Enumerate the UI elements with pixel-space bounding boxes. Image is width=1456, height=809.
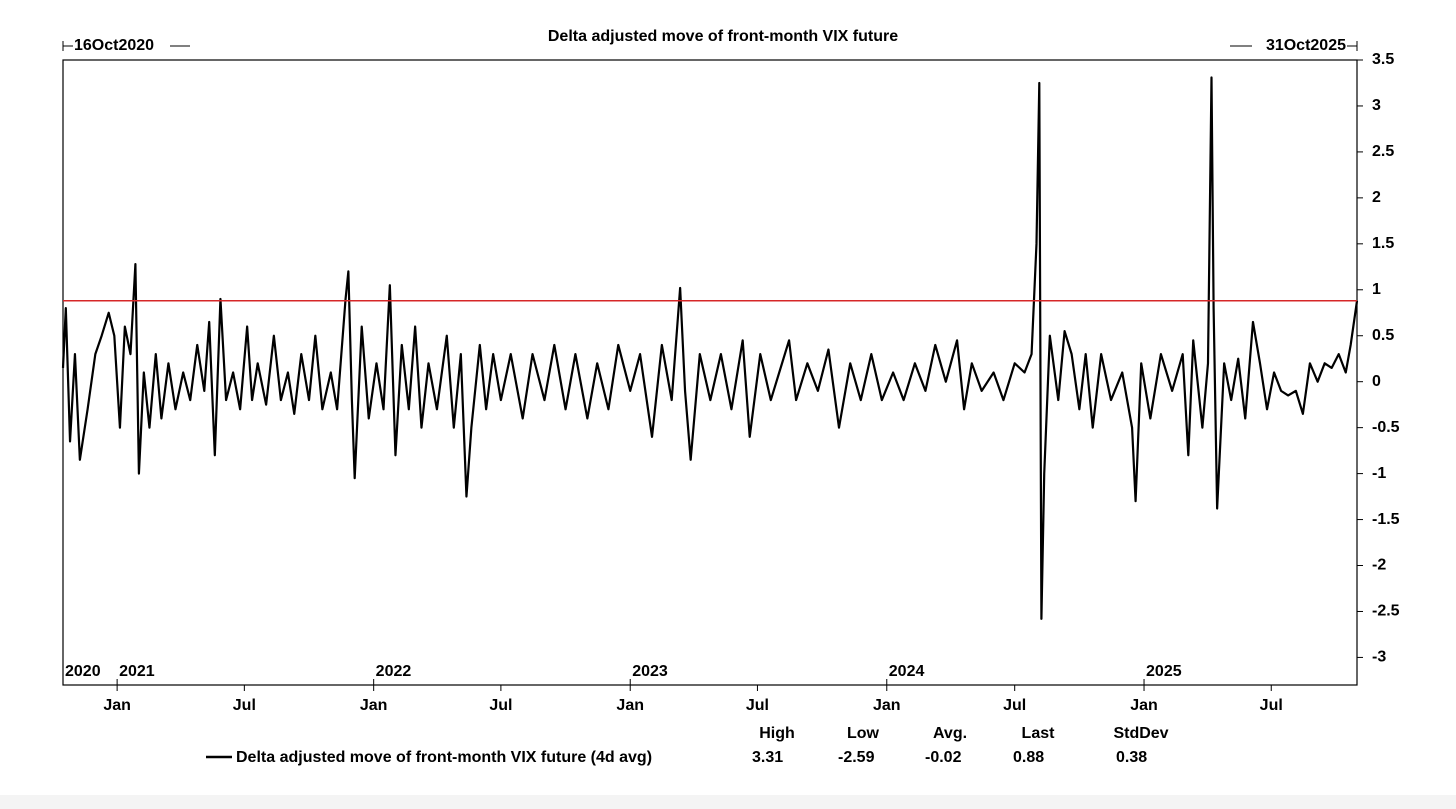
- end-date: 31Oct2025: [1266, 37, 1346, 54]
- y-tick-label: 3.5: [1372, 51, 1394, 68]
- y-tick-label: 0.5: [1372, 327, 1394, 344]
- y-tick-label: 1.5: [1372, 235, 1394, 252]
- stat-header: Low: [847, 725, 880, 742]
- start-date: 16Oct2020: [74, 37, 154, 54]
- x-tick-label: Jul: [1003, 697, 1026, 714]
- y-tick-label: 0: [1372, 373, 1381, 390]
- y-tick-label: -1.5: [1372, 511, 1400, 528]
- x-tick-label: Jul: [233, 697, 256, 714]
- y-tick-label: -3: [1372, 649, 1386, 666]
- x-tick-label: Jul: [489, 697, 512, 714]
- year-label: 2023: [632, 663, 668, 680]
- y-tick-label: 1: [1372, 281, 1381, 298]
- stat-value: 0.38: [1116, 749, 1147, 766]
- y-tick-label: 3: [1372, 97, 1381, 114]
- x-tick-label: Jan: [360, 697, 388, 714]
- plot-frame: [62, 59, 1358, 686]
- year-label: 2025: [1146, 663, 1182, 680]
- stat-value: 3.31: [752, 749, 783, 766]
- stat-value: 0.88: [1013, 749, 1044, 766]
- y-tick-label: -2.5: [1372, 603, 1400, 620]
- y-tick-label: -0.5: [1372, 419, 1400, 436]
- x-tick-label: Jan: [1130, 697, 1158, 714]
- y-tick-label: -2: [1372, 557, 1386, 574]
- chart-title: Delta adjusted move of front-month VIX f…: [548, 28, 898, 45]
- x-tick-label: Jan: [873, 697, 901, 714]
- footer-strip: [0, 795, 1456, 809]
- year-label: 2021: [119, 663, 155, 680]
- stat-value: -2.59: [838, 749, 875, 766]
- year-label: 2022: [376, 663, 412, 680]
- series-line: [61, 76, 1359, 620]
- stat-header: Last: [1022, 725, 1056, 742]
- stat-header: StdDev: [1113, 725, 1168, 742]
- stat-header: Avg.: [933, 725, 967, 742]
- x-tick-label: Jul: [1260, 697, 1283, 714]
- x-tick-label: Jan: [616, 697, 644, 714]
- year-label: 2020: [65, 663, 101, 680]
- x-tick-label: Jan: [103, 697, 131, 714]
- stat-value: -0.02: [925, 749, 962, 766]
- stat-header: High: [759, 725, 795, 742]
- y-tick-label: -1: [1372, 465, 1386, 482]
- x-tick-label: Jul: [746, 697, 769, 714]
- y-tick-label: 2: [1372, 189, 1381, 206]
- legend-label: Delta adjusted move of front-month VIX f…: [236, 749, 652, 766]
- y-tick-label: 2.5: [1372, 143, 1394, 160]
- year-label: 2024: [889, 663, 925, 680]
